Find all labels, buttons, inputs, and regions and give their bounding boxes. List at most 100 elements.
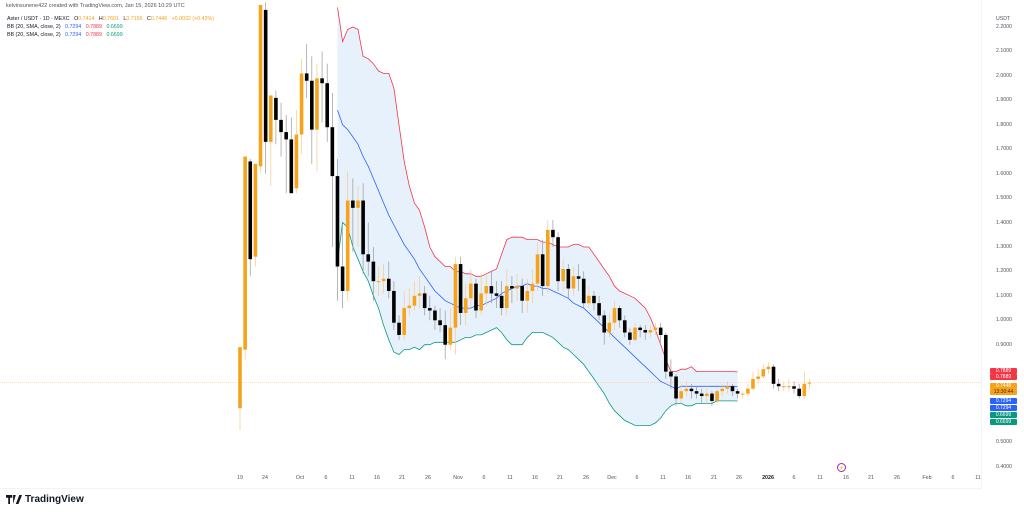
- candle[interactable]: [587, 295, 591, 304]
- candle[interactable]: [530, 283, 535, 291]
- candle[interactable]: [248, 161, 253, 260]
- candle[interactable]: [792, 386, 796, 389]
- candle[interactable]: [520, 286, 524, 301]
- candle[interactable]: [386, 278, 391, 291]
- candle[interactable]: [751, 378, 755, 389]
- candle[interactable]: [504, 286, 509, 309]
- candle[interactable]: [679, 391, 683, 399]
- candle[interactable]: [566, 268, 571, 289]
- candle[interactable]: [617, 308, 622, 321]
- event-marker-icon[interactable]: ⚡: [837, 463, 846, 472]
- candle[interactable]: [417, 293, 422, 296]
- candle[interactable]: [289, 139, 294, 194]
- candle[interactable]: [361, 200, 365, 255]
- candle[interactable]: [597, 303, 601, 316]
- candle[interactable]: [694, 391, 699, 394]
- candle[interactable]: [489, 286, 494, 294]
- candle[interactable]: [243, 156, 247, 350]
- candle[interactable]: [397, 322, 401, 335]
- candle[interactable]: [771, 366, 776, 384]
- candle[interactable]: [304, 73, 309, 81]
- candle[interactable]: [340, 266, 345, 291]
- candle[interactable]: [469, 283, 473, 299]
- candle[interactable]: [351, 200, 355, 208]
- candle[interactable]: [633, 327, 637, 340]
- candlestick-chart[interactable]: [0, 0, 981, 488]
- price-axis[interactable]: USDT 2.2000 2.1000 2.0000 1.9000 1.8000 1.700…: [981, 0, 1024, 490]
- candle[interactable]: [299, 73, 304, 135]
- candle[interactable]: [592, 295, 596, 304]
- indicator-row-bb-1[interactable]: BB (20, SMA, close, 2) 0.7294 0.7889 0.6…: [7, 23, 214, 31]
- candle[interactable]: [669, 371, 673, 377]
- candle[interactable]: [407, 305, 412, 309]
- candle[interactable]: [494, 293, 499, 296]
- candle[interactable]: [345, 200, 350, 291]
- candle[interactable]: [325, 83, 330, 128]
- candle[interactable]: [715, 391, 719, 401]
- candle[interactable]: [335, 176, 340, 267]
- candle[interactable]: [330, 127, 335, 177]
- candle[interactable]: [787, 386, 791, 388]
- candle[interactable]: [571, 276, 576, 289]
- candle[interactable]: [807, 382, 812, 384]
- candle[interactable]: [448, 327, 453, 345]
- candle[interactable]: [556, 237, 560, 282]
- candle[interactable]: [612, 308, 617, 323]
- candle[interactable]: [535, 254, 540, 284]
- indicator-row-bb-2[interactable]: BB (20, SMA, close, 2) 0.7294 0.7889 0.6…: [7, 31, 214, 39]
- candle[interactable]: [735, 391, 740, 394]
- candle[interactable]: [710, 393, 714, 401]
- candle[interactable]: [797, 388, 801, 397]
- candle[interactable]: [540, 254, 545, 287]
- candle[interactable]: [499, 295, 504, 309]
- candle[interactable]: [551, 229, 555, 238]
- candle[interactable]: [643, 330, 648, 333]
- candle[interactable]: [315, 78, 319, 130]
- candle[interactable]: [730, 386, 735, 392]
- bb-lower-line[interactable]: [337, 221, 738, 426]
- candle[interactable]: [525, 290, 530, 301]
- candle[interactable]: [689, 388, 694, 392]
- candle[interactable]: [402, 308, 406, 335]
- candle[interactable]: [453, 264, 458, 328]
- candle[interactable]: [310, 80, 314, 130]
- candle[interactable]: [766, 366, 771, 370]
- candle[interactable]: [720, 388, 725, 392]
- candle[interactable]: [366, 254, 371, 262]
- candle[interactable]: [684, 388, 689, 392]
- candle[interactable]: [433, 310, 437, 321]
- candle[interactable]: [746, 388, 750, 394]
- candle[interactable]: [622, 320, 627, 333]
- candle[interactable]: [515, 286, 519, 289]
- candle[interactable]: [781, 386, 786, 388]
- candle[interactable]: [705, 393, 709, 397]
- candle[interactable]: [428, 308, 432, 311]
- candle[interactable]: [740, 393, 745, 395]
- candle[interactable]: [479, 293, 483, 311]
- candle[interactable]: [371, 261, 376, 282]
- candle[interactable]: [699, 393, 704, 397]
- candle[interactable]: [663, 334, 668, 372]
- candle[interactable]: [725, 386, 730, 389]
- candle[interactable]: [392, 290, 396, 323]
- candle[interactable]: [546, 229, 550, 287]
- candle[interactable]: [802, 383, 807, 397]
- candle[interactable]: [412, 295, 417, 306]
- candle[interactable]: [279, 119, 283, 133]
- candle[interactable]: [458, 264, 463, 313]
- candle[interactable]: [638, 327, 642, 331]
- candle[interactable]: [443, 325, 447, 345]
- candle[interactable]: [263, 9, 268, 142]
- candle[interactable]: [761, 369, 766, 377]
- candle[interactable]: [422, 293, 427, 309]
- candle[interactable]: [258, 5, 263, 167]
- candle[interactable]: [238, 347, 242, 409]
- candle[interactable]: [510, 286, 514, 289]
- candle[interactable]: [653, 327, 658, 331]
- candle[interactable]: [474, 283, 478, 311]
- candle[interactable]: [561, 268, 565, 282]
- candle[interactable]: [381, 278, 386, 282]
- candle[interactable]: [648, 330, 653, 333]
- candle[interactable]: [268, 95, 273, 142]
- candle[interactable]: [628, 332, 632, 340]
